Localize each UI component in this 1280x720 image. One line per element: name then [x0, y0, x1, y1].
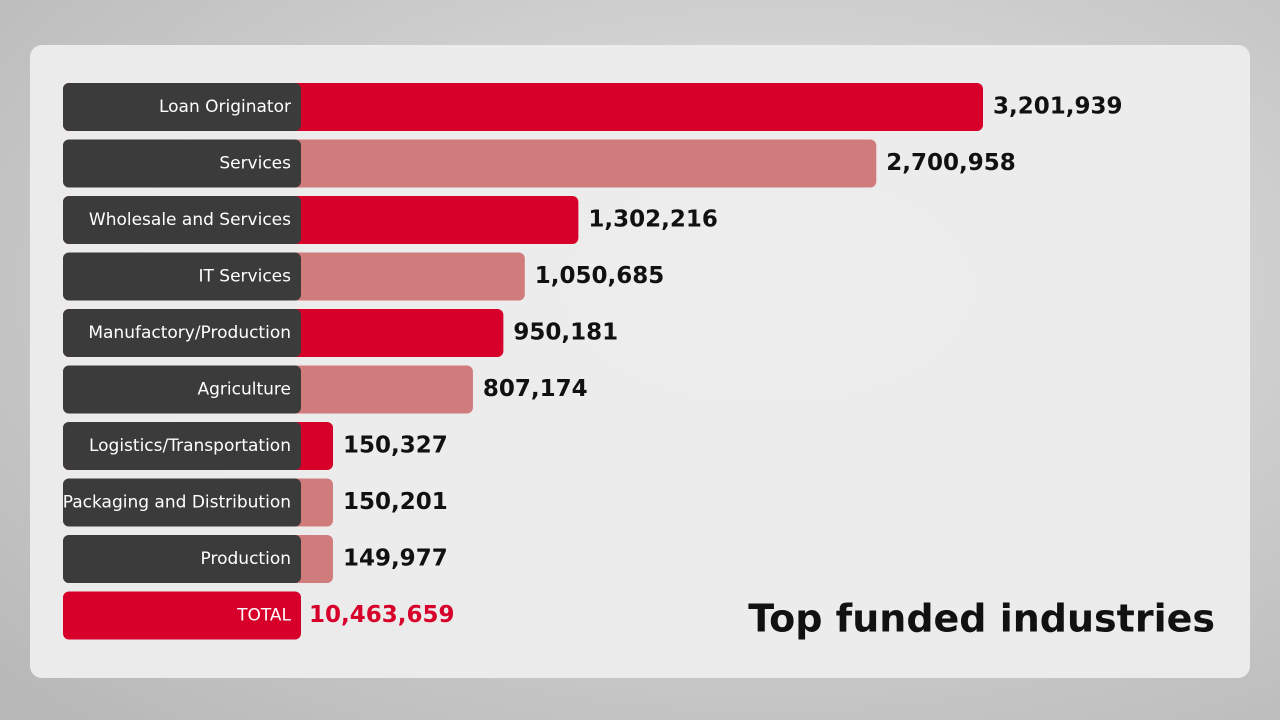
category-label: Manufactory/Production	[88, 323, 291, 343]
category-label: Logistics/Transportation	[89, 436, 291, 456]
label-box	[63, 139, 301, 188]
total-value: 10,463,659	[309, 602, 455, 628]
value-label: 3,201,939	[993, 94, 1123, 120]
label-box	[63, 365, 301, 414]
value-label: 807,174	[483, 376, 588, 402]
label-box	[63, 252, 301, 301]
label-box	[63, 422, 301, 470]
label-box	[63, 309, 301, 357]
category-label: IT Services	[199, 267, 292, 287]
value-label: 149,977	[343, 546, 448, 572]
label-box	[63, 478, 301, 527]
value-label: 1,050,685	[535, 263, 665, 289]
value-label: 1,302,216	[588, 207, 718, 233]
category-label: Packaging and Distribution	[63, 493, 291, 513]
label-box	[63, 196, 301, 244]
category-label: Wholesale and Services	[89, 210, 291, 230]
chart-title: Top funded industries	[748, 597, 1215, 641]
value-label: 950,181	[513, 320, 618, 346]
value-label: 150,201	[343, 489, 448, 515]
category-label: Loan Originator	[159, 97, 291, 117]
value-label: 150,327	[343, 433, 448, 459]
value-label: 2,700,958	[886, 150, 1016, 176]
label-box	[63, 535, 301, 583]
category-label: Services	[219, 154, 291, 174]
category-label: Agriculture	[198, 380, 292, 400]
label-box	[63, 83, 301, 131]
total-box	[63, 591, 301, 640]
total-label: TOTAL	[236, 606, 291, 626]
category-label: Production	[201, 549, 291, 569]
